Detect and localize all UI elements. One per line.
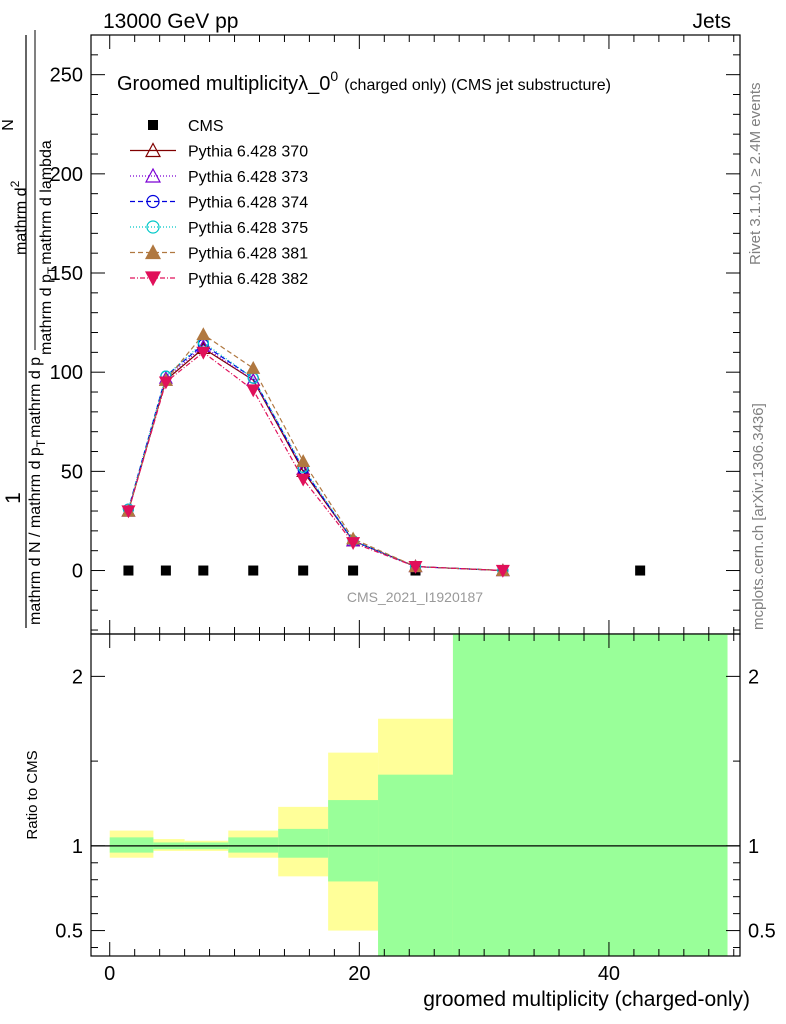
ratio-inner-band-3 (228, 837, 279, 853)
main-plot-panel: 0 50 100 150 200 250 (50, 34, 741, 635)
ratio-inner-band-7 (452, 634, 728, 956)
ratio-inner-band-6 (378, 774, 453, 956)
legend-marker-6 (144, 271, 162, 287)
ylabel-den-sub: T (34, 439, 48, 447)
series-0-point-4 (298, 565, 309, 576)
ratio-ylabel: Ratio to CMS (24, 750, 41, 839)
legend: CMS Pythia 6.428 370 Pythia 6.428 373 Pythi… (130, 118, 308, 288)
analysis-stamp: CMS_2021_I1920187 (347, 589, 483, 605)
series-0-point-5 (348, 565, 359, 576)
series-6-point-7 (495, 564, 510, 578)
main-ytick-label-250: 250 (50, 65, 83, 87)
ratio-ytick-label-right-1: 1 (748, 836, 759, 858)
series-line-4 (127, 341, 503, 572)
ylabel-num-denominator: mathrm d pTmathrm d lambda (38, 140, 59, 355)
ratio-xtick-label-20: 20 (348, 963, 370, 985)
series-6-point-1 (158, 376, 173, 390)
ylabel-num-sup: 2 (8, 180, 22, 187)
series-0-point-3 (248, 565, 259, 576)
legend-label-5: Pythia 6.428 381 (188, 246, 308, 263)
main-ytick-label-100: 100 (50, 362, 83, 384)
series-0-point-1 (160, 565, 171, 576)
rivet-version-label: Rivet 3.1.10, ≥ 2.4M events (747, 83, 764, 266)
ylabel-num-main: mathrm d2 (8, 180, 30, 255)
main-title-text: Groomed multiplicityλ_0 (117, 73, 330, 95)
series-line-3 (127, 343, 503, 572)
legend-label-3: Pythia 6.428 374 (188, 195, 308, 212)
series-6-point-5 (346, 537, 361, 551)
ylabel-num-denom-tail: mathrm d lambda (38, 140, 55, 265)
series-line-6 (127, 351, 503, 572)
series-5-point-2 (196, 327, 211, 341)
series-0-point-8 (635, 565, 646, 576)
ratio-xtick-label-0: 0 (104, 963, 115, 985)
legend-label-0: CMS (188, 118, 224, 135)
series-line-2 (127, 345, 503, 572)
ylabel-denominator: mathrm d N / mathrm d pTmathrm d p (27, 357, 48, 625)
legend-marker-5 (144, 244, 162, 260)
legend-label-2: Pythia 6.428 373 (188, 169, 308, 186)
ratio-ytick-label-1: 1 (72, 836, 83, 858)
series-6-point-3 (246, 384, 261, 398)
mcplots-label: mcplots.cern.ch [arXiv:1306.3436] (750, 403, 767, 630)
series-6-point-0 (121, 505, 136, 519)
legend-marker-4 (146, 220, 160, 234)
ratio-frame (90, 633, 741, 957)
ratio-inner-band-4 (278, 828, 329, 858)
legend-marker-0 (148, 120, 158, 130)
ratio-inner-band-5 (328, 800, 379, 882)
ylabel-den-main: mathrm d N / mathrm d p (27, 447, 44, 625)
legend-marker-2 (144, 167, 162, 183)
legend-marker-1 (144, 142, 162, 158)
ratio-ytick-label-2: 2 (72, 666, 83, 688)
ratio-ytick-label-right-0.5: 0.5 (748, 921, 776, 943)
legend-label-6: Pythia 6.428 382 (188, 271, 308, 288)
series-0-point-2 (198, 565, 209, 576)
legend-marker-3 (146, 194, 160, 209)
header-category: Jets (692, 10, 731, 33)
header-process: 13000 GeV pp (103, 10, 238, 33)
series-6-point-4 (296, 473, 311, 487)
legend-label-1: Pythia 6.428 370 (188, 144, 308, 161)
main-ytick-label-200: 200 (50, 164, 83, 186)
main-title-sup: 0 (330, 68, 338, 84)
main-title-suffix: (charged only) (CMS jet substructure) (344, 77, 611, 94)
ratio-plot-panel: 0 20 40 0.5 0.5 1 1 2 2 (55, 633, 776, 985)
series-6-point-2 (196, 346, 211, 360)
main-ytick-label-0: 0 (72, 561, 83, 583)
series-line-1 (127, 347, 503, 572)
series-5-point-4 (296, 454, 311, 468)
series-5-point-3 (246, 360, 261, 374)
main-ylabel: 1 mathrm d N / mathrm d pTmathrm d p N m… (0, 30, 59, 628)
ratio-ytick-label-0.5: 0.5 (55, 921, 83, 943)
series-line-5 (127, 333, 503, 572)
ylabel-num-tail: N (0, 119, 17, 131)
main-title: Groomed multiplicityλ_00 (charged only) (… (117, 68, 611, 95)
ratio-ytick-label-right-2: 2 (748, 666, 759, 688)
main-ytick-label-150: 150 (50, 263, 83, 285)
series-0-point-0 (123, 565, 134, 576)
series-6-point-6 (408, 560, 423, 574)
ratio-xtick-label-40: 40 (598, 963, 620, 985)
ylabel-prefactor: 1 (2, 492, 25, 504)
ylabel-num-denom-sub: T (45, 266, 59, 274)
x-axis-label: groomed multiplicity (charged-only) (423, 988, 750, 1011)
ylabel-num-denom-main: mathrm d p (38, 274, 55, 355)
ratio-inner-band-0 (109, 837, 154, 853)
main-ytick-label-50: 50 (61, 461, 83, 483)
ylabel-den-tail: mathrm d p (27, 357, 44, 438)
legend-label-4: Pythia 6.428 375 (188, 220, 308, 237)
ylabel-num-main-text: mathrm d (13, 187, 30, 255)
